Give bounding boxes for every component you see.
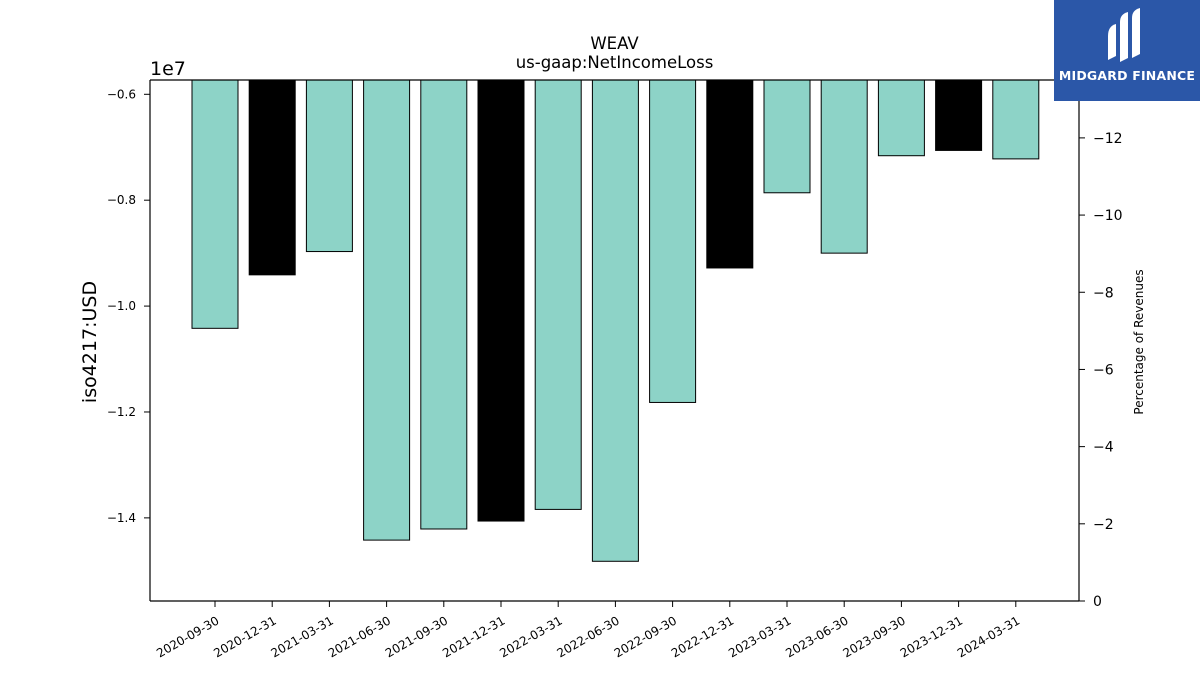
x-tick-label: 2023-09-30 [840,613,907,660]
x-tick-label: 2022-03-31 [497,613,564,660]
bar-2023-12-31 [935,79,983,151]
bar-2021-06-30 [363,79,411,541]
bar-2023-09-30 [877,79,925,157]
bar-2020-09-30 [191,79,239,329]
x-tick-label: 2022-12-31 [669,613,736,660]
y2-tick-label: 0 [1093,594,1102,610]
bar-2023-03-31 [763,79,811,194]
x-tick-label: 2022-09-30 [612,613,679,660]
bar-2021-12-31 [477,79,525,522]
y2-tick-label: −8 [1093,285,1114,301]
y2-tick-label: −10 [1093,208,1123,224]
x-tick-label: 2023-12-31 [898,613,965,660]
y-tick-label: −0.6 [107,87,136,101]
x-tick-label: 2020-09-30 [154,613,221,660]
bar-2023-06-30 [820,79,868,254]
x-tick-label: 2023-06-30 [783,613,850,660]
x-tick-label: 2023-03-31 [726,613,793,660]
x-tick-label: 2020-12-31 [211,613,278,660]
midgard-logo-icon [1108,8,1140,62]
y-tick-label: −0.8 [107,193,136,207]
y2-axis-label: Percentage of Revenues [1132,269,1146,414]
brand-logo: MIDGARD FINANCE [1054,0,1200,101]
y2-tick-label: −12 [1093,131,1123,147]
y2-tick-label: −4 [1093,440,1114,456]
bar-2021-09-30 [420,79,468,530]
bar-2022-09-30 [649,79,697,403]
chart-title: WEAV [590,34,639,53]
x-tick-label: 2021-03-31 [268,613,335,660]
x-tick-label: 2022-06-30 [554,613,621,660]
bar-2020-12-31 [248,79,296,276]
bar-2021-03-31 [305,79,353,253]
brand-name: MIDGARD FINANCE [1058,68,1196,83]
x-tick-label: 2021-06-30 [326,613,393,660]
chart-subtitle: us-gaap:NetIncomeLoss [516,53,714,72]
x-tick-label: 2021-12-31 [440,613,507,660]
y2-tick-label: −6 [1093,362,1114,378]
x-tick-label: 2024-03-31 [955,613,1022,660]
y-axis-label: iso4217:USD [79,281,101,403]
bar-2022-06-30 [591,79,639,562]
y2-tick-label: −2 [1093,517,1114,533]
bars-layer [191,79,1040,562]
bar-2022-03-31 [534,79,582,510]
y-tick-label: −1.0 [107,299,136,313]
bar-2024-03-31 [992,79,1040,160]
bar-2022-12-31 [706,79,754,269]
y-offset-label: 1e7 [150,58,186,80]
y-tick-label: −1.4 [107,511,136,525]
y-tick-label: −1.2 [107,405,136,419]
axes-layer [149,79,1080,602]
x-tick-label: 2021-09-30 [383,613,450,660]
